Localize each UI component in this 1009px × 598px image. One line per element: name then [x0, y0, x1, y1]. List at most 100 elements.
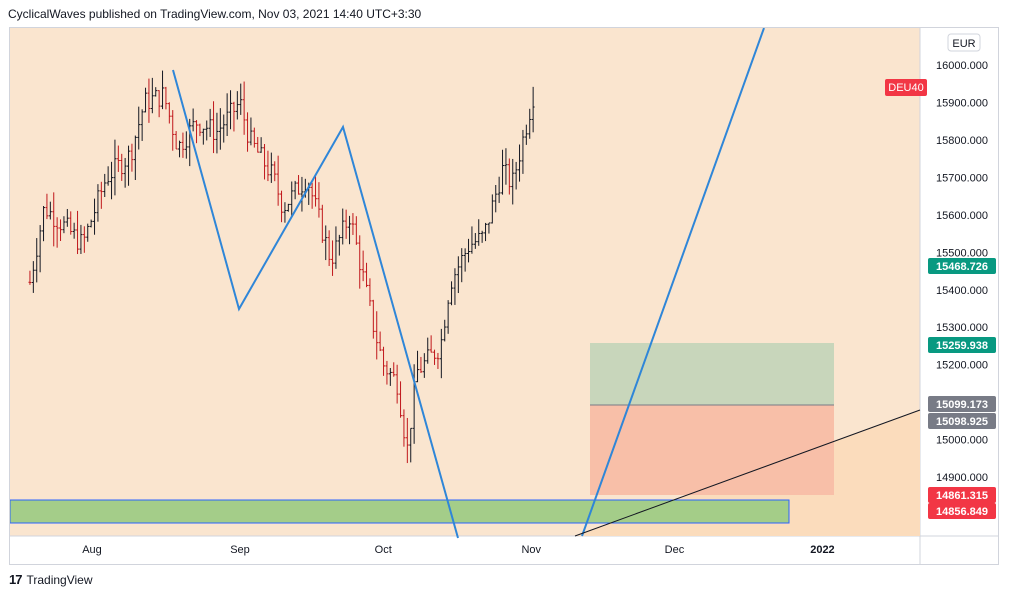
price-tick-label: 15200.000	[936, 360, 988, 372]
ohlc-bar	[59, 219, 63, 241]
ohlc-bar	[507, 158, 511, 195]
price-badge-box[interactable]	[928, 396, 996, 412]
time-axis-background	[10, 536, 998, 564]
ohlc-bar	[232, 101, 236, 132]
ohlc-bar	[38, 225, 42, 273]
price-badge-text: 15099.173	[936, 399, 988, 411]
price-badge-entry-lower[interactable]: 15098.925	[928, 413, 996, 429]
ohlc-bar	[358, 235, 362, 289]
stop-loss-zone[interactable]	[590, 405, 834, 495]
ohlc-bar	[351, 213, 355, 235]
profit-target-zone[interactable]	[590, 343, 834, 405]
price-tick-label: 15000.000	[936, 435, 988, 447]
ohlc-bar	[222, 114, 226, 143]
price-badge-box[interactable]	[928, 487, 996, 503]
publish-attribution: CyclicalWaves published on TradingView.c…	[8, 7, 422, 21]
ohlc-bar	[113, 139, 117, 196]
ohlc-bar	[256, 136, 260, 153]
tradingview-logo-icon: 17	[9, 572, 23, 587]
ohlc-bar	[273, 161, 277, 182]
ohlc-bar	[470, 226, 474, 254]
ohlc-bar	[276, 155, 280, 206]
ohlc-bar	[42, 206, 46, 242]
price-badge-entry-upper[interactable]: 15099.173	[928, 396, 996, 412]
ohlc-bar	[348, 215, 352, 245]
ohlc-bar	[290, 181, 294, 216]
ohlc-bar	[320, 204, 324, 243]
price-badge-target[interactable]: 15259.938	[928, 337, 996, 353]
time-tick-label: Nov	[521, 544, 541, 556]
price-axis-background	[920, 28, 998, 536]
ohlc-bar	[133, 135, 137, 181]
ohlc-bar	[286, 203, 290, 212]
tradingview-brand-text: TradingView	[26, 572, 93, 587]
ohlc-bar	[161, 70, 165, 110]
ohlc-bar	[212, 101, 216, 154]
price-badge-text: 14856.849	[936, 506, 988, 518]
currency-text: EUR	[952, 38, 975, 50]
ohlc-bar	[174, 131, 178, 150]
support-zone[interactable]	[10, 499, 790, 524]
price-chart[interactable]: EUR 16000.000 15900.000 15800.000 15700.000…	[10, 28, 999, 565]
ohlc-bar	[195, 120, 199, 144]
ohlc-bar	[337, 234, 341, 256]
ohlc-bar	[419, 356, 423, 374]
ohlc-bar	[150, 77, 154, 114]
ohlc-bar	[361, 250, 365, 282]
price-badge-box[interactable]	[928, 413, 996, 429]
time-tick-label: Aug	[82, 544, 102, 556]
ohlc-bar	[531, 86, 535, 133]
ohlc-bar	[480, 230, 484, 243]
ohlc-bar	[229, 90, 233, 130]
ohlc-bar	[99, 181, 103, 209]
ohlc-bar	[252, 127, 256, 148]
ohlc-bar	[110, 161, 114, 200]
ohlc-bar	[259, 137, 263, 153]
ohlc-bar	[392, 362, 396, 377]
ohlc-bar	[405, 417, 409, 464]
ohlc-bar	[385, 360, 389, 385]
ohlc-bar	[164, 86, 168, 110]
ohlc-bar	[269, 152, 273, 183]
price-badge-box[interactable]	[928, 258, 996, 274]
ohlc-bar	[473, 233, 477, 249]
ohlc-bar	[218, 108, 222, 150]
projection-line[interactable]	[581, 28, 765, 537]
wave-zigzag-line[interactable]	[172, 69, 459, 539]
price-tick-label: 14900.000	[936, 472, 988, 484]
price-badge-box[interactable]	[928, 503, 996, 519]
ohlc-bar	[76, 210, 80, 255]
price-badge-stop-upper[interactable]: 14861.315	[928, 487, 996, 503]
symbol-badge[interactable]: DEU40	[885, 79, 927, 96]
ohlc-bar	[283, 202, 287, 223]
ohlc-bar	[106, 166, 110, 186]
ohlc-bar	[86, 223, 90, 242]
price-badge-text: 14861.315	[936, 490, 988, 502]
ohlc-bar	[215, 112, 219, 154]
ohlc-bar	[263, 143, 267, 180]
ohlc-bar	[443, 319, 447, 342]
ohlc-bar	[344, 209, 348, 239]
time-tick-label: Sep	[230, 544, 250, 556]
ohlc-bar	[225, 93, 229, 137]
chart-panel[interactable]: EUR 16000.000 15900.000 15800.000 15700.000…	[9, 27, 999, 565]
price-badges: 15468.726 15259.938 15099.173 15098.925 1486…	[928, 258, 996, 519]
ohlc-bar	[460, 248, 464, 283]
ohlc-bar	[127, 145, 131, 186]
ohlc-bar	[371, 299, 375, 339]
ohlc-bar	[82, 226, 86, 253]
ohlc-bar	[123, 157, 127, 188]
ohlc-bar	[368, 278, 372, 306]
price-badge-stop-lower[interactable]: 14856.849	[928, 503, 996, 519]
time-tick-label: Dec	[665, 544, 685, 556]
price-badge-box[interactable]	[928, 337, 996, 353]
ohlc-bar	[324, 225, 328, 261]
ohlc-bar	[518, 144, 522, 182]
ohlc-bar	[375, 311, 379, 360]
ohlc-bar	[188, 118, 192, 167]
price-badge-text: 15259.938	[936, 340, 988, 352]
trendline[interactable]	[574, 409, 921, 537]
symbol-badge-box[interactable]	[885, 79, 927, 96]
price-badge-last-price[interactable]: 15468.726	[928, 258, 996, 274]
price-tick-label: 15600.000	[936, 210, 988, 222]
